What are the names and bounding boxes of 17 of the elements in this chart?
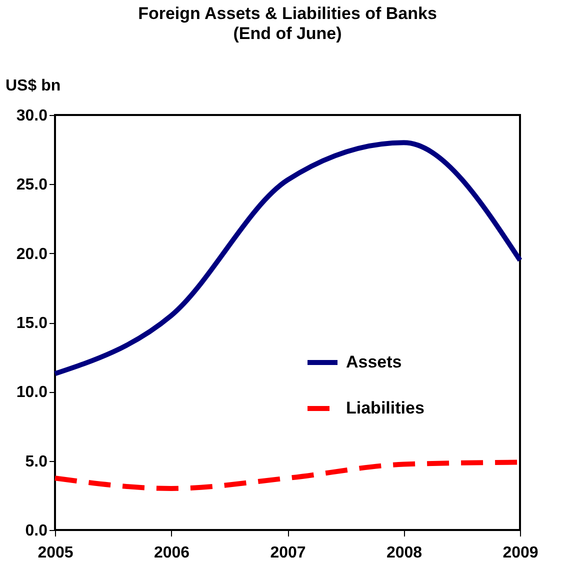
chart-subtitle: (End of June) bbox=[233, 24, 342, 43]
x-tick-label: 2009 bbox=[502, 544, 538, 562]
y-tick-label: 20.0 bbox=[16, 246, 48, 263]
legend-label: Assets bbox=[346, 352, 402, 372]
x-tick-label: 2007 bbox=[270, 544, 306, 562]
x-tick-label: 2005 bbox=[38, 544, 74, 562]
y-tick-label: 5.0 bbox=[25, 453, 48, 470]
y-axis-title: US$ bn bbox=[6, 78, 61, 94]
y-tick-label: 15.0 bbox=[16, 315, 48, 332]
y-tick-label: 30.0 bbox=[16, 108, 48, 124]
y-tick-label: 25.0 bbox=[16, 176, 48, 194]
x-tick-label: 2008 bbox=[386, 544, 422, 562]
y-tick-label: 10.0 bbox=[16, 384, 48, 402]
chart-title: Foreign Assets & Liabilities of Banks bbox=[138, 4, 437, 23]
legend-label: Liabilities bbox=[346, 398, 424, 418]
y-tick-label: 0.0 bbox=[25, 522, 48, 540]
x-tick-label: 2006 bbox=[154, 544, 190, 562]
